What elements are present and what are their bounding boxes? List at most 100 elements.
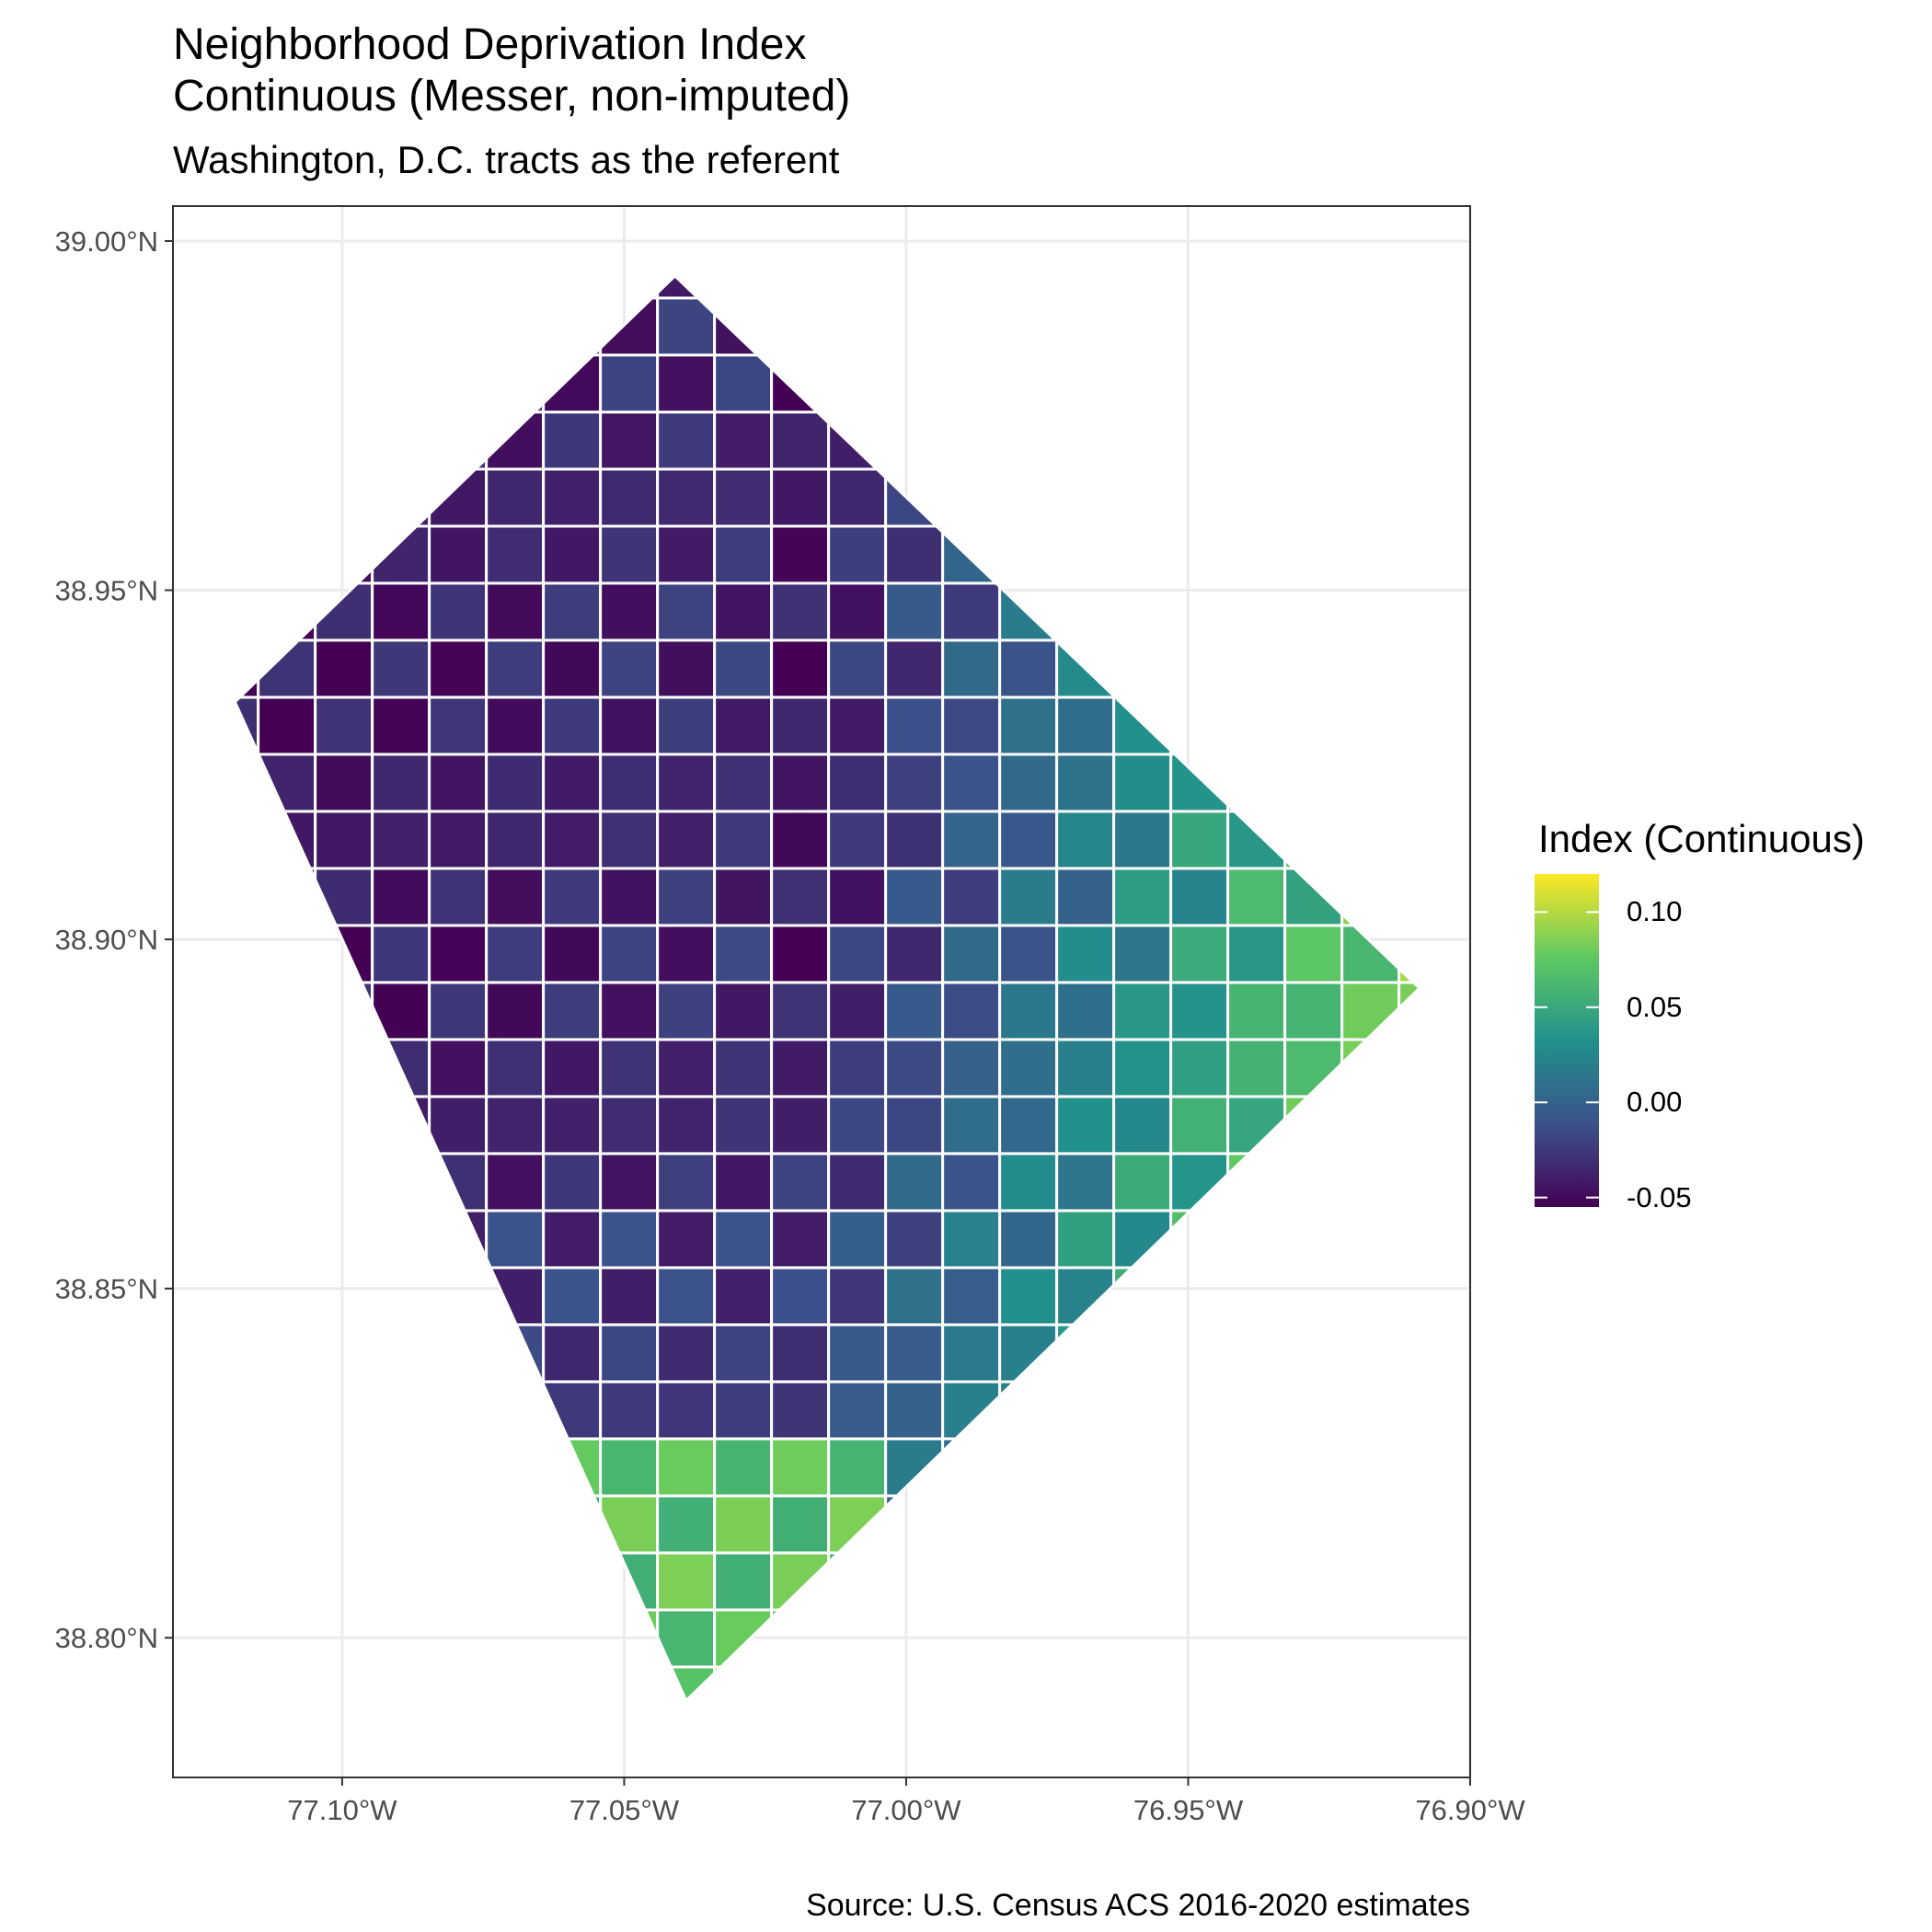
tract-polygon (599, 696, 660, 756)
tract-polygon (1226, 867, 1287, 927)
tract-polygon (656, 810, 717, 870)
x-tick-label: 77.10°W (287, 1794, 397, 1826)
tract-polygon (542, 581, 603, 642)
tract-polygon (770, 638, 831, 699)
tract-polygon (941, 981, 1002, 1041)
chart-title-line-1: Neighborhood Deprivation Index (173, 20, 807, 69)
tract-polygon (656, 1209, 717, 1270)
tract-polygon (713, 1266, 774, 1327)
tract-polygon (1055, 867, 1116, 927)
tract-polygon (485, 524, 546, 585)
tract-polygon (485, 981, 546, 1041)
tract-polygon (257, 696, 317, 756)
tract-polygon (884, 924, 945, 984)
tract-polygon (485, 638, 546, 699)
tract-polygon (713, 638, 774, 699)
tract-polygon (599, 753, 660, 813)
tract-polygon (941, 1152, 1002, 1213)
tract-polygon (428, 981, 489, 1041)
tract-polygon (884, 753, 945, 813)
tract-polygon (542, 1152, 603, 1213)
tract-polygon (428, 581, 489, 642)
tract-polygon (542, 867, 603, 927)
tract-polygon (656, 981, 717, 1041)
y-axis: 38.80°N 38.85°N 38.90°N 38.95°N 39.00°N (55, 225, 173, 1654)
tract-polygon (314, 810, 374, 870)
tract-polygon (713, 1380, 774, 1441)
x-tick-label: 77.05°W (569, 1794, 680, 1826)
tract-polygon (1169, 1038, 1230, 1098)
tract-polygon (485, 1095, 546, 1156)
tract-polygon (941, 1095, 1002, 1156)
tract-polygon (770, 810, 831, 870)
tract-polygon (941, 581, 1002, 642)
tract-polygon (884, 581, 945, 642)
tract-polygon (713, 1209, 774, 1270)
tract-polygon (770, 1209, 831, 1270)
tract-polygon (1055, 1209, 1116, 1270)
tract-polygon (1055, 753, 1116, 813)
tract-polygon (428, 810, 489, 870)
y-tick-label: 38.85°N (55, 1273, 158, 1305)
tract-polygon (770, 981, 831, 1041)
tract-polygon (998, 1266, 1059, 1327)
tract-polygon (428, 524, 489, 585)
tract-polygon (656, 867, 717, 927)
tract-polygon (998, 753, 1059, 813)
tract-polygon (542, 981, 603, 1041)
tract-polygon (656, 1380, 717, 1441)
tract-polygon (827, 981, 888, 1041)
tract-polygon (1226, 981, 1287, 1041)
tract-polygon (656, 524, 717, 585)
tract-polygon (599, 1038, 660, 1098)
tract-polygon (827, 581, 888, 642)
tract-polygon (656, 353, 717, 414)
tract-polygon (542, 924, 603, 984)
x-tick-label: 76.90°W (1415, 1794, 1525, 1826)
tract-polygon (371, 696, 431, 756)
tract-polygon (884, 696, 945, 756)
tract-polygon (884, 1209, 945, 1270)
tract-polygon (656, 753, 717, 813)
tract-polygon (884, 1095, 945, 1156)
tract-polygon (1226, 1038, 1287, 1098)
tract-polygon (827, 1209, 888, 1270)
tract-polygon (770, 410, 831, 471)
legend-tick-label: 0.05 (1627, 990, 1683, 1023)
tract-polygon (656, 581, 717, 642)
tract-polygon (542, 1266, 603, 1327)
tract-polygon (998, 1038, 1059, 1098)
legend-tick-label: 0.00 (1627, 1086, 1683, 1119)
tract-polygon (656, 410, 717, 471)
tract-polygon (485, 867, 546, 927)
tract-polygon (884, 867, 945, 927)
x-tick-label: 77.00°W (851, 1794, 961, 1826)
tract-polygon (1169, 981, 1230, 1041)
tract-polygon (770, 696, 831, 756)
tract-polygon (428, 696, 489, 756)
tract-polygon (1226, 924, 1287, 984)
tract-polygon (884, 981, 945, 1041)
tract-polygon (428, 1095, 489, 1156)
tract-polygon (770, 867, 831, 927)
tract-polygon (941, 638, 1002, 699)
tract-polygon (770, 924, 831, 984)
tract-polygon (941, 696, 1002, 756)
tract-polygon (770, 581, 831, 642)
tract-polygon (884, 1266, 945, 1327)
tract-polygon (1055, 810, 1116, 870)
tract-polygon (485, 467, 546, 528)
tract-polygon (713, 1152, 774, 1213)
tract-polygon (941, 924, 1002, 984)
tract-polygon (884, 810, 945, 870)
tract-polygon (770, 753, 831, 813)
tract-polygon (713, 696, 774, 756)
tract-polygon (827, 1323, 888, 1384)
tract-polygon (542, 1095, 603, 1156)
tract-polygon (1112, 810, 1173, 870)
tract-polygon (941, 1209, 1002, 1270)
tract-polygon (485, 696, 546, 756)
tract-polygon (656, 1494, 717, 1555)
tract-polygon (827, 638, 888, 699)
